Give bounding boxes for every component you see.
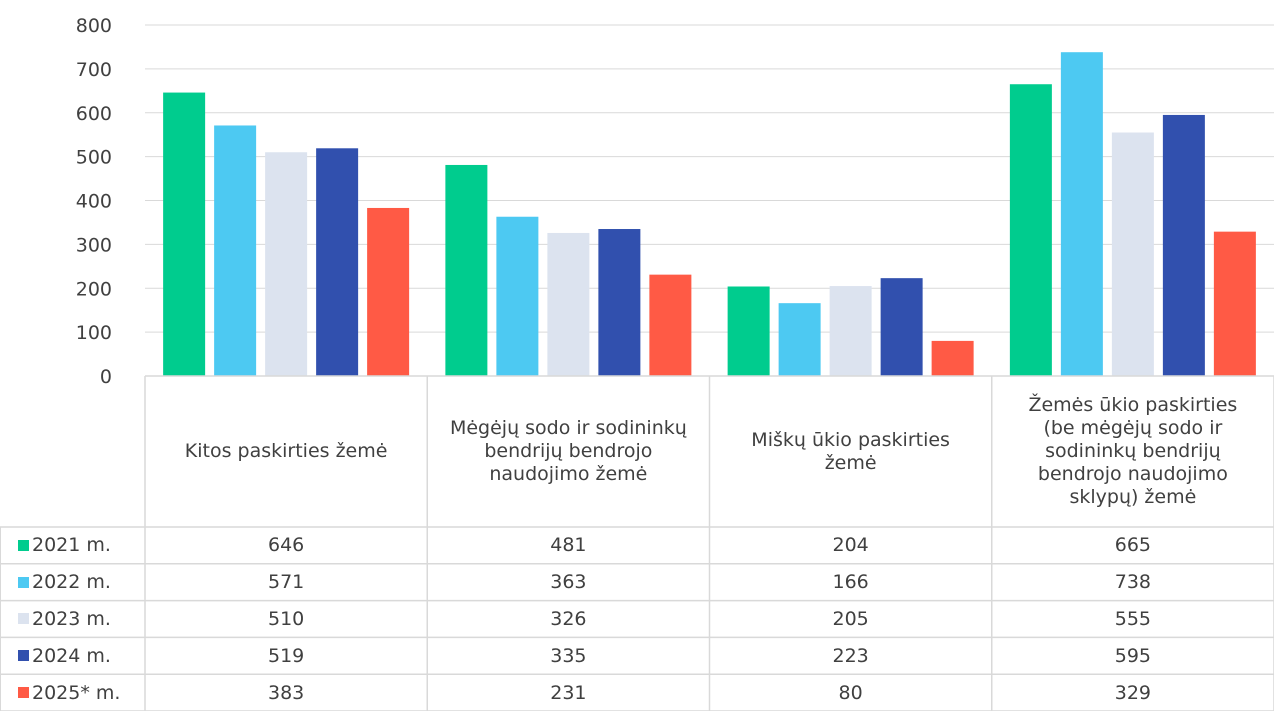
table-cell: 205 xyxy=(832,607,869,630)
y-tick-label: 700 xyxy=(76,59,112,81)
table-cell: 329 xyxy=(1114,681,1151,704)
bar xyxy=(316,148,359,376)
legend-label: 2025* m. xyxy=(32,681,121,704)
y-tick-label: 300 xyxy=(76,234,112,256)
legend-label: 2021 m. xyxy=(32,534,111,557)
table-cell: 595 xyxy=(1114,644,1151,667)
bar xyxy=(931,340,974,376)
y-tick-label: 800 xyxy=(76,15,112,37)
legend-label: 2022 m. xyxy=(32,571,111,594)
bar xyxy=(1111,132,1154,376)
y-axis-ticks: 0 100 200 300 400 500 600 700 800 xyxy=(76,15,112,388)
table-cell: 231 xyxy=(550,681,587,704)
bar xyxy=(1162,114,1205,376)
bar xyxy=(829,286,872,376)
legend-entry: 2024 m. xyxy=(18,637,111,674)
table-cell: 510 xyxy=(267,607,305,630)
legend-entry: 2022 m. xyxy=(18,564,111,601)
legend-entry: 2021 m. xyxy=(18,527,111,564)
legend-swatch xyxy=(18,539,29,551)
y-tick-label: 0 xyxy=(100,366,112,388)
table-cell: 665 xyxy=(1114,534,1151,557)
bar xyxy=(880,278,923,376)
legend-label: 2023 m. xyxy=(32,607,111,630)
bar xyxy=(214,125,257,376)
table-cell: 646 xyxy=(267,534,305,557)
x-tick-label: Mėgėjų sodo ir sodininkų bendrijų bendro… xyxy=(449,417,687,485)
bars xyxy=(163,52,1256,376)
bar xyxy=(367,207,410,376)
table-cell: 335 xyxy=(550,644,587,667)
table-cell: 738 xyxy=(1114,571,1151,594)
table-cell: 481 xyxy=(550,534,587,557)
y-tick-label: 600 xyxy=(76,103,112,125)
bar xyxy=(163,92,206,376)
bar xyxy=(1009,84,1052,376)
legend-entry: 2023 m. xyxy=(18,601,111,638)
x-tick-label: Kitos paskirties žemė xyxy=(184,440,388,462)
legend-swatch xyxy=(18,613,29,625)
legend-swatch xyxy=(18,687,29,699)
bar xyxy=(1213,231,1256,376)
y-tick-label: 200 xyxy=(76,278,112,300)
table-cell: 166 xyxy=(832,571,869,594)
table-cell: 571 xyxy=(267,571,305,594)
bar xyxy=(727,286,770,376)
legend-label: 2024 m. xyxy=(32,644,111,667)
table-cell: 326 xyxy=(550,607,587,630)
table-cell: 223 xyxy=(832,644,869,667)
table-cell: 204 xyxy=(832,534,869,557)
table-cell: 555 xyxy=(1114,607,1151,630)
data-table-lines xyxy=(0,375,1274,711)
bar xyxy=(778,303,821,376)
legend-swatch xyxy=(18,650,29,662)
y-tick-label: 100 xyxy=(76,322,112,344)
gridlines xyxy=(145,24,1274,377)
bar xyxy=(445,164,488,376)
table-cell: 519 xyxy=(267,644,305,667)
bar xyxy=(598,229,641,376)
y-tick-label: 400 xyxy=(76,191,112,213)
table-cell: 383 xyxy=(267,681,305,704)
bar xyxy=(496,216,539,376)
bar xyxy=(649,274,692,376)
bar xyxy=(1060,52,1103,376)
legend-entry: 2025* m. xyxy=(18,674,120,711)
bar xyxy=(265,152,308,376)
table-cell: 363 xyxy=(550,571,587,594)
bar xyxy=(547,232,590,376)
x-tick-label: Žemės ūkio paskirties (be mėgėjų sodo ir… xyxy=(1028,394,1238,508)
y-tick-label: 500 xyxy=(76,147,112,169)
table-cell: 80 xyxy=(838,681,863,704)
legend-swatch xyxy=(18,576,29,588)
x-tick-label: Miškų ūkio paskirties žemė xyxy=(751,428,950,474)
